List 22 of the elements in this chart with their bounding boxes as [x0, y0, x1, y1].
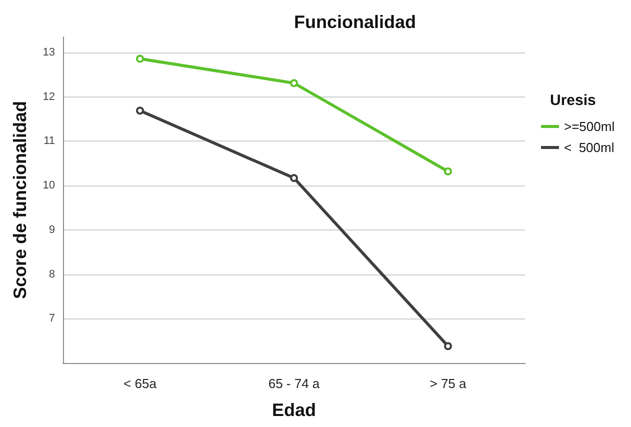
x-tick-label: > 75 a — [430, 376, 468, 391]
y-tick-label: 12 — [42, 90, 55, 103]
point — [136, 54, 144, 63]
x-tick-label: 65 - 74 a — [268, 376, 320, 391]
x-tick-label: < 65a — [124, 376, 158, 391]
y-tick-label: 10 — [42, 180, 55, 192]
point — [290, 174, 298, 182]
y-tick-label: 8 — [48, 268, 55, 280]
legend-label: >=500ml — [564, 119, 615, 134]
point — [444, 167, 452, 176]
legend-label: < 500ml — [564, 140, 614, 155]
point — [136, 106, 144, 115]
y-tick-label: 7 — [48, 312, 55, 325]
legend-title: Uresis — [550, 92, 596, 109]
y-tick-label: 11 — [44, 135, 55, 148]
point — [444, 342, 452, 350]
y-axis-title: Score de funcionalidad — [10, 100, 30, 300]
y-tick-label: 9 — [48, 224, 55, 236]
point — [290, 79, 298, 88]
y-tick-label: 13 — [42, 46, 55, 59]
x-axis-title: Edad — [272, 400, 316, 420]
chart-title: Funcionalidad — [294, 12, 416, 32]
